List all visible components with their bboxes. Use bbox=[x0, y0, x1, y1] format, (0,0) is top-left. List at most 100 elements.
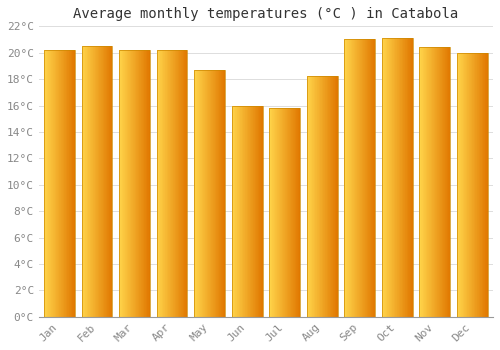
Bar bbox=[91, 46, 92, 317]
Bar bbox=[369, 40, 370, 317]
Bar bbox=[346, 40, 347, 317]
Bar bbox=[296, 108, 297, 317]
Bar bbox=[195, 70, 196, 317]
Bar bbox=[62, 50, 63, 317]
Bar bbox=[214, 70, 215, 317]
Bar bbox=[314, 76, 315, 317]
Bar bbox=[441, 47, 442, 317]
Bar bbox=[483, 53, 484, 317]
Bar bbox=[371, 40, 372, 317]
Bar bbox=[361, 40, 362, 317]
Bar bbox=[96, 46, 97, 317]
Bar bbox=[238, 105, 239, 317]
Bar bbox=[84, 46, 86, 317]
Bar bbox=[224, 70, 225, 317]
Bar bbox=[444, 47, 446, 317]
Bar bbox=[433, 47, 434, 317]
Bar bbox=[271, 108, 272, 317]
Bar bbox=[382, 38, 412, 317]
Bar bbox=[274, 108, 275, 317]
Bar bbox=[48, 50, 49, 317]
Bar bbox=[202, 70, 203, 317]
Bar bbox=[457, 53, 458, 317]
Bar bbox=[481, 53, 482, 317]
Bar bbox=[355, 40, 356, 317]
Bar bbox=[235, 105, 236, 317]
Bar bbox=[329, 76, 330, 317]
Bar bbox=[259, 105, 260, 317]
Bar bbox=[209, 70, 210, 317]
Bar bbox=[72, 50, 73, 317]
Bar bbox=[406, 38, 407, 317]
Bar bbox=[255, 105, 256, 317]
Bar bbox=[134, 50, 135, 317]
Bar bbox=[260, 105, 262, 317]
Bar bbox=[297, 108, 298, 317]
Bar bbox=[401, 38, 402, 317]
Bar bbox=[408, 38, 409, 317]
Bar bbox=[278, 108, 279, 317]
Bar bbox=[63, 50, 64, 317]
Bar bbox=[289, 108, 290, 317]
Bar bbox=[256, 105, 257, 317]
Bar bbox=[392, 38, 393, 317]
Bar bbox=[427, 47, 428, 317]
Bar bbox=[211, 70, 212, 317]
Bar bbox=[366, 40, 367, 317]
Bar bbox=[64, 50, 65, 317]
Bar bbox=[182, 50, 183, 317]
Bar bbox=[217, 70, 218, 317]
Bar bbox=[104, 46, 105, 317]
Bar bbox=[82, 46, 83, 317]
Bar bbox=[142, 50, 143, 317]
Bar bbox=[404, 38, 406, 317]
Bar bbox=[465, 53, 466, 317]
Bar bbox=[119, 50, 120, 317]
Bar bbox=[307, 76, 338, 317]
Bar bbox=[270, 108, 271, 317]
Bar bbox=[292, 108, 294, 317]
Bar bbox=[241, 105, 242, 317]
Bar bbox=[299, 108, 300, 317]
Bar bbox=[315, 76, 316, 317]
Bar bbox=[215, 70, 216, 317]
Bar bbox=[284, 108, 286, 317]
Bar bbox=[471, 53, 472, 317]
Bar bbox=[318, 76, 319, 317]
Bar bbox=[362, 40, 363, 317]
Bar bbox=[164, 50, 166, 317]
Bar bbox=[367, 40, 368, 317]
Bar bbox=[472, 53, 473, 317]
Bar bbox=[174, 50, 175, 317]
Bar bbox=[100, 46, 102, 317]
Bar bbox=[122, 50, 123, 317]
Bar bbox=[98, 46, 99, 317]
Bar bbox=[344, 40, 375, 317]
Bar bbox=[87, 46, 88, 317]
Bar bbox=[308, 76, 310, 317]
Bar bbox=[210, 70, 211, 317]
Bar bbox=[396, 38, 398, 317]
Bar bbox=[395, 38, 396, 317]
Bar bbox=[57, 50, 58, 317]
Bar bbox=[129, 50, 130, 317]
Bar bbox=[54, 50, 55, 317]
Bar bbox=[422, 47, 423, 317]
Bar bbox=[458, 53, 459, 317]
Bar bbox=[323, 76, 324, 317]
Bar bbox=[432, 47, 433, 317]
Bar bbox=[233, 105, 234, 317]
Bar bbox=[468, 53, 469, 317]
Bar bbox=[82, 46, 112, 317]
Bar bbox=[97, 46, 98, 317]
Bar bbox=[126, 50, 127, 317]
Bar bbox=[438, 47, 439, 317]
Bar bbox=[473, 53, 474, 317]
Bar bbox=[171, 50, 172, 317]
Bar bbox=[216, 70, 217, 317]
Bar bbox=[177, 50, 178, 317]
Bar bbox=[294, 108, 295, 317]
Bar bbox=[156, 50, 188, 317]
Bar bbox=[194, 70, 225, 317]
Bar bbox=[370, 40, 371, 317]
